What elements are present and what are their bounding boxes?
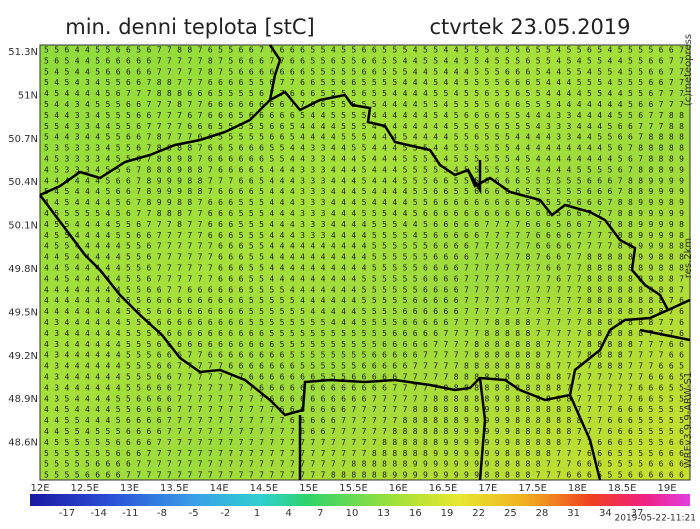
grid-row: 4344444455566777776666666555555666667777… [44,362,684,371]
grid-row: 4444444455566666666655555544444555566666… [44,307,684,316]
colorbar-label: -11 [122,508,138,519]
lat-label: 50.1N [8,221,38,232]
colorbar-label: 1 [254,508,260,519]
grid-row: 4444444455666666666655555444444555556666… [44,296,684,305]
lon-label: 13.5E [160,483,189,494]
lon-label: 12.5E [70,483,99,494]
grid-row: 4454444455677777766655444444444455555566… [44,253,684,262]
colorbar-label: 13 [377,508,390,519]
lat-labels: 51.3N 51N 50.7N 50.4N 50.1N 49.8N 49.5N 49.2N 48… [8,47,38,449]
colorbar-label: 34 [599,508,612,519]
colorbar-label: 37 [631,508,644,519]
lat-label: 49.2N [8,351,38,362]
grid-row: 5443445566787776655555665444455544454444… [44,133,684,142]
lon-label: 15.5E [339,483,368,494]
grid-row: 4555554567788877666555444333444555445666… [44,209,684,218]
grid-row: 4554444556777877666555444333444455544566… [44,220,684,229]
border-outer [268,44,691,481]
grid-row: 5454445667899988766665444333444544445566… [44,187,684,196]
lat-label: 49.5N [8,307,38,318]
lon-label: 17.5E [518,483,547,494]
grid-row: 4533345567888988766665444333444544455555… [44,165,684,174]
grid-row: 4455455566667777777777777666777777888888… [44,427,684,436]
resolution: res.2km [683,238,694,278]
lon-labels: 12E 12.5E 13E 13.5E 14E 14.5E 15E 15.5E 16E 16.5E… [30,483,676,494]
lon-label: 12E [30,483,49,494]
grid-row: 4454444455677777766655444444444555555666… [44,274,684,283]
grid-row: 4454444455677777766655444444444455555666… [44,264,684,273]
grid-row: 5443345556677767666566666544555544444454… [44,111,684,120]
colorbar-label: 16 [409,508,422,519]
title: min. denni teplota [stC] [65,15,315,39]
colorbar-label: -2 [220,508,230,519]
grid-row: 5555666677777777777777777777888888999999… [44,471,684,480]
colorbar-label: 25 [504,508,517,519]
grid-row: 5555555666777777777777777777777788888899… [44,449,684,458]
colorbar-label: 31 [567,508,580,519]
grid-row: 5654456666677777875666776655655665544554… [44,56,684,65]
grid-row: 4554444556677777666555444333444455554566… [44,231,684,240]
colorbar-label: 22 [472,508,485,519]
lat-label: 50.7N [8,134,38,145]
map-area [39,44,691,481]
colorbar-label: 7 [317,508,323,519]
lat-label: 51N [18,90,38,101]
grid-row: 5353334556788887665666554433445544455544… [44,144,684,153]
grid-row: 5555566667777777777777777777778888889999… [44,460,684,469]
grid-row: 4344444455566677666666665555555566666777… [44,351,684,360]
lon-label: 17E [478,483,497,494]
lat-label: 51.3N [8,47,38,58]
lat-label: 48.6N [8,438,38,449]
grid-row: 5543344556777766655555665444455544444444… [44,122,684,131]
grid-row: 5454345566788777666655677665566555544454… [44,78,684,87]
lon-label: 16.5E [429,483,458,494]
grid-row: 4455444566667777777777776666677777788888… [44,416,684,425]
grid-row: 4444444455667766666655554444444555555666… [44,285,684,294]
grid-row: 4444445667899988777665444333444544455566… [44,176,684,185]
grid-row: 4344444455566666666655555555444555566666… [44,318,684,327]
grid-row: 5564455665677887655667766655455665554554… [44,46,684,55]
date: ctvrtek 23.05.2019 [429,15,630,39]
grid-row: 5443455566777877666666667766555554444554… [44,100,684,109]
colorbar-labels: -17 -14 -11 -8 -5 -2 1 4 7 10 13 16 19 22 25 28 31 34 37 [59,508,644,519]
grid-row: 5454456666677777875666666655555665554454… [44,67,684,76]
lon-label: 13E [120,483,139,494]
copyright: (c)meteopress [683,34,694,106]
lon-label: 14.5E [250,483,279,494]
lon-label: 15E [299,483,318,494]
grid-row: 4454444556666777777777766666667777778888… [44,405,684,414]
lon-label: 18.5E [608,483,637,494]
lon-label: 16E [389,483,408,494]
model: WRFv3.9.9-ARW-S1 [683,372,694,469]
grid-row: 4344444455566666666666655555555556666677… [44,340,684,349]
colorbar-label: 28 [536,508,549,519]
lon-label: 19E [657,483,676,494]
grid-row: 4344444455666777777776666666666666777778… [44,383,684,392]
grid-row: 4554444455677777766655444444444455555566… [44,242,684,251]
grid-row: 4344444455566777777766666665556666677777… [44,373,684,382]
grid-row: 4533334556788987666666554433444544455554… [44,155,684,164]
colorbar-label: 4 [285,508,291,519]
colorbar-label: -5 [189,508,199,519]
lat-label: 50.4N [8,177,38,188]
lon-label: 18E [568,483,587,494]
value-grid: 5564455665677887655667766655455665554554… [44,46,684,480]
colorbar-label: -8 [157,508,167,519]
timestamp: 2019-05-22-11:21 [615,514,697,524]
grid-row: 4544445677788866655556776665555655444455… [44,89,684,98]
border [39,90,670,417]
lat-label: 48.9N [8,394,38,405]
colorbar-label: 19 [441,508,454,519]
grid-row: 4354444556666777777777666666666677777788… [44,394,684,403]
lon-label: 14E [210,483,229,494]
lat-label: 49.8N [8,264,38,275]
grid-row: 4344444455566666666666555555555555666667… [44,329,684,338]
colorbar-label: -14 [90,508,106,519]
colorbar-label: -17 [59,508,75,519]
colorbar [30,494,690,506]
colorbar-label: 10 [346,508,359,519]
grid-row: 4454444567899887666555444333444544445566… [44,198,684,207]
grid-row: 4555555666677777777777777777777778888889… [44,438,684,447]
